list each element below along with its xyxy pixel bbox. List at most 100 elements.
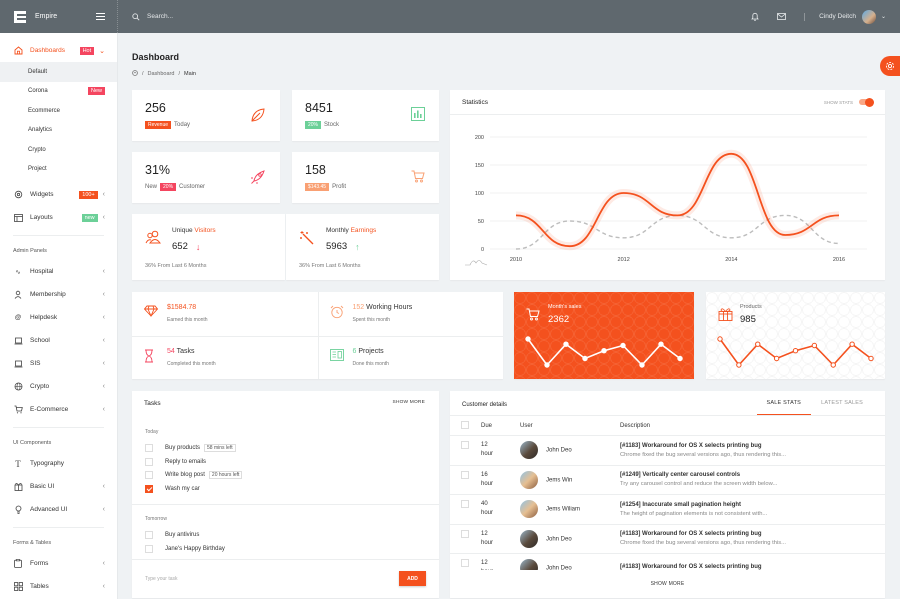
issue-description: Try any carousel control and reduce the … [620, 481, 778, 488]
add-task-button[interactable]: ADD [399, 571, 426, 586]
user-name[interactable]: Cindy Deitch [819, 13, 856, 20]
sidebar-subitem-default[interactable]: Default [0, 62, 117, 82]
bar-chart-icon [411, 107, 425, 121]
task-checkbox[interactable] [145, 444, 153, 452]
sidebar-item-sis[interactable]: SIS ‹ [0, 352, 117, 375]
statistics-card: Statistics SHOW STATS 0 50 100 150 200 2010 20… [450, 90, 885, 280]
issue-title[interactable]: [#1183] Workaround for OS X selects prin… [620, 531, 762, 538]
sidebar-item-membership[interactable]: Membership ‹ [0, 283, 117, 306]
home-icon[interactable] [132, 70, 138, 78]
count-badge: 100+ [79, 190, 98, 199]
row-checkbox[interactable] [461, 470, 469, 479]
show-more-link[interactable]: SHOW MORE [392, 400, 425, 405]
revenue-badge: Revenue [145, 121, 172, 129]
cart-icon [526, 308, 540, 321]
layout-icon [13, 213, 23, 222]
sidebar-subitem-project[interactable]: Project [28, 166, 47, 173]
user-avatar[interactable] [861, 9, 876, 24]
task-checkbox[interactable] [145, 531, 153, 539]
task-item[interactable]: Write blog post 20 hours left [145, 471, 243, 479]
mail-icon[interactable] [777, 13, 787, 20]
sidebar-item-school[interactable]: School ‹ [0, 329, 117, 352]
pulse-icon: ∿ [15, 268, 21, 276]
due-value: 12 [481, 530, 488, 537]
chevron-left-icon: ‹ [102, 191, 105, 198]
issue-title[interactable]: [#1249] Vertically center carousel contr… [620, 472, 741, 479]
settings-button[interactable] [880, 56, 900, 76]
due-value: 40 [481, 501, 488, 508]
gift-icon [718, 308, 733, 321]
sidebar-item-advanced-ui[interactable]: Advanced UI ‹ [0, 498, 117, 521]
chevron-left-icon: ‹ [102, 406, 105, 413]
table-row[interactable]: 40 hour Jems Wiliam [#1254] Inaccurate sm… [450, 494, 885, 525]
user-name: John Deo [546, 447, 572, 454]
visitors-card: Unique Visitors 652 ↓ 36% From Last 6 Mon… [132, 214, 285, 280]
show-more-button[interactable]: SHOW MORE [450, 570, 885, 598]
bell-icon[interactable] [751, 12, 759, 21]
stat-card-revenue: 256 Revenue Today [132, 90, 280, 141]
sidebar-subitem-analytics[interactable]: Analytics [28, 127, 53, 134]
due-value: 12 [481, 560, 488, 567]
task-item[interactable]: Buy products 58 mins left [145, 444, 236, 452]
issue-title[interactable]: [#1254] Inaccurate small pagination heig… [620, 501, 742, 508]
text-icon: T [15, 458, 21, 469]
chevron-down-icon[interactable]: ⌄ [880, 14, 886, 20]
sidebar-subitem-corona[interactable]: Corona New [0, 82, 117, 102]
due-value: 16 [481, 471, 488, 478]
task-item[interactable]: Buy antivirus [145, 531, 199, 539]
task-item[interactable]: Jane's Happy Birthday [145, 545, 225, 553]
row-checkbox[interactable] [461, 441, 469, 449]
sidebar-item-ecommerce[interactable]: E-Commerce ‹ [0, 398, 117, 421]
select-all-checkbox[interactable] [461, 420, 469, 429]
task-checkbox-checked[interactable] [145, 485, 153, 493]
show-stats-toggle[interactable]: SHOW STATS [824, 97, 874, 107]
toggle-switch[interactable] [859, 97, 874, 107]
sidebar-item-typography[interactable]: T Typography [0, 452, 117, 475]
sidebar-item-helpdesk[interactable]: @ Helpdesk ‹ [14, 314, 105, 321]
breadcrumb-dashboard[interactable]: Dashboard [147, 71, 175, 77]
divider [13, 527, 104, 528]
stat-card-stock: 8451 20% Stock [292, 90, 439, 141]
menu-toggle-icon[interactable] [96, 13, 105, 20]
sidebar-subitem-ecommerce[interactable]: Ecommerce [28, 107, 61, 114]
products-card: Products 985 [706, 292, 885, 379]
task-checkbox[interactable] [145, 545, 153, 553]
cart-icon [411, 170, 425, 183]
tab-latest-sales[interactable]: LATEST SALES [821, 400, 863, 406]
svg-text:2010: 2010 [510, 257, 522, 263]
search-input[interactable]: Search... [147, 13, 174, 20]
sidebar-item-crypto[interactable]: Crypto ‹ [0, 375, 117, 398]
leaf-icon [251, 108, 265, 122]
table-row[interactable]: 12 hour John Deo [#1183] Workaround for O… [450, 435, 885, 466]
sidebar-item-forms[interactable]: Forms ‹ [0, 552, 117, 575]
row-checkbox[interactable] [461, 529, 469, 538]
sidebar-item-widgets[interactable]: Widgets 100+ ‹ [0, 183, 117, 206]
issue-title[interactable]: [#1183] Workaround for OS X selects prin… [620, 563, 762, 570]
search-bar[interactable]: Search... [132, 12, 174, 21]
sidebar-item-basic-ui[interactable]: Basic UI ‹ [0, 475, 117, 498]
task-checkbox[interactable] [145, 458, 153, 466]
sidebar-item-tables[interactable]: Tables ‹ [0, 575, 117, 598]
users-icon [145, 230, 161, 244]
avatar [520, 441, 538, 460]
sidebar-item-hospital[interactable]: ∿ Hospital ‹ [0, 260, 117, 283]
due-unit: hour [481, 451, 494, 458]
tab-sale-stats[interactable]: SALE STATS [756, 391, 812, 415]
task-checkbox[interactable] [145, 471, 153, 479]
table-row[interactable]: 12 hour John Deo [#1183] Workaround for O… [450, 524, 885, 554]
sidebar-item-layouts[interactable]: Layouts new ‹ [0, 206, 117, 229]
chevron-left-icon: ‹ [102, 360, 105, 367]
issue-title[interactable]: [#1183] Workaround for OS X selects prin… [620, 442, 762, 449]
globe-icon [13, 382, 23, 391]
issue-description: Chrome fixed the bug several versions ag… [620, 540, 786, 547]
sidebar: Dashboards Hot ⌄ Default Corona New Ecomm… [0, 33, 118, 599]
row-checkbox[interactable] [461, 500, 469, 508]
sidebar-subitem-crypto[interactable]: Crypto [28, 146, 46, 153]
task-item[interactable]: Reply to emails [145, 458, 206, 466]
sidebar-item-dashboards[interactable]: Dashboards Hot ⌄ [0, 39, 117, 62]
svg-text:200: 200 [475, 135, 484, 141]
task-input[interactable]: Type your task [145, 576, 178, 582]
table-row[interactable]: 16 hour Jems Win [#1249] Vertically cente… [450, 465, 885, 495]
row-checkbox[interactable] [461, 559, 469, 567]
task-item[interactable]: Wash my car [145, 485, 200, 493]
